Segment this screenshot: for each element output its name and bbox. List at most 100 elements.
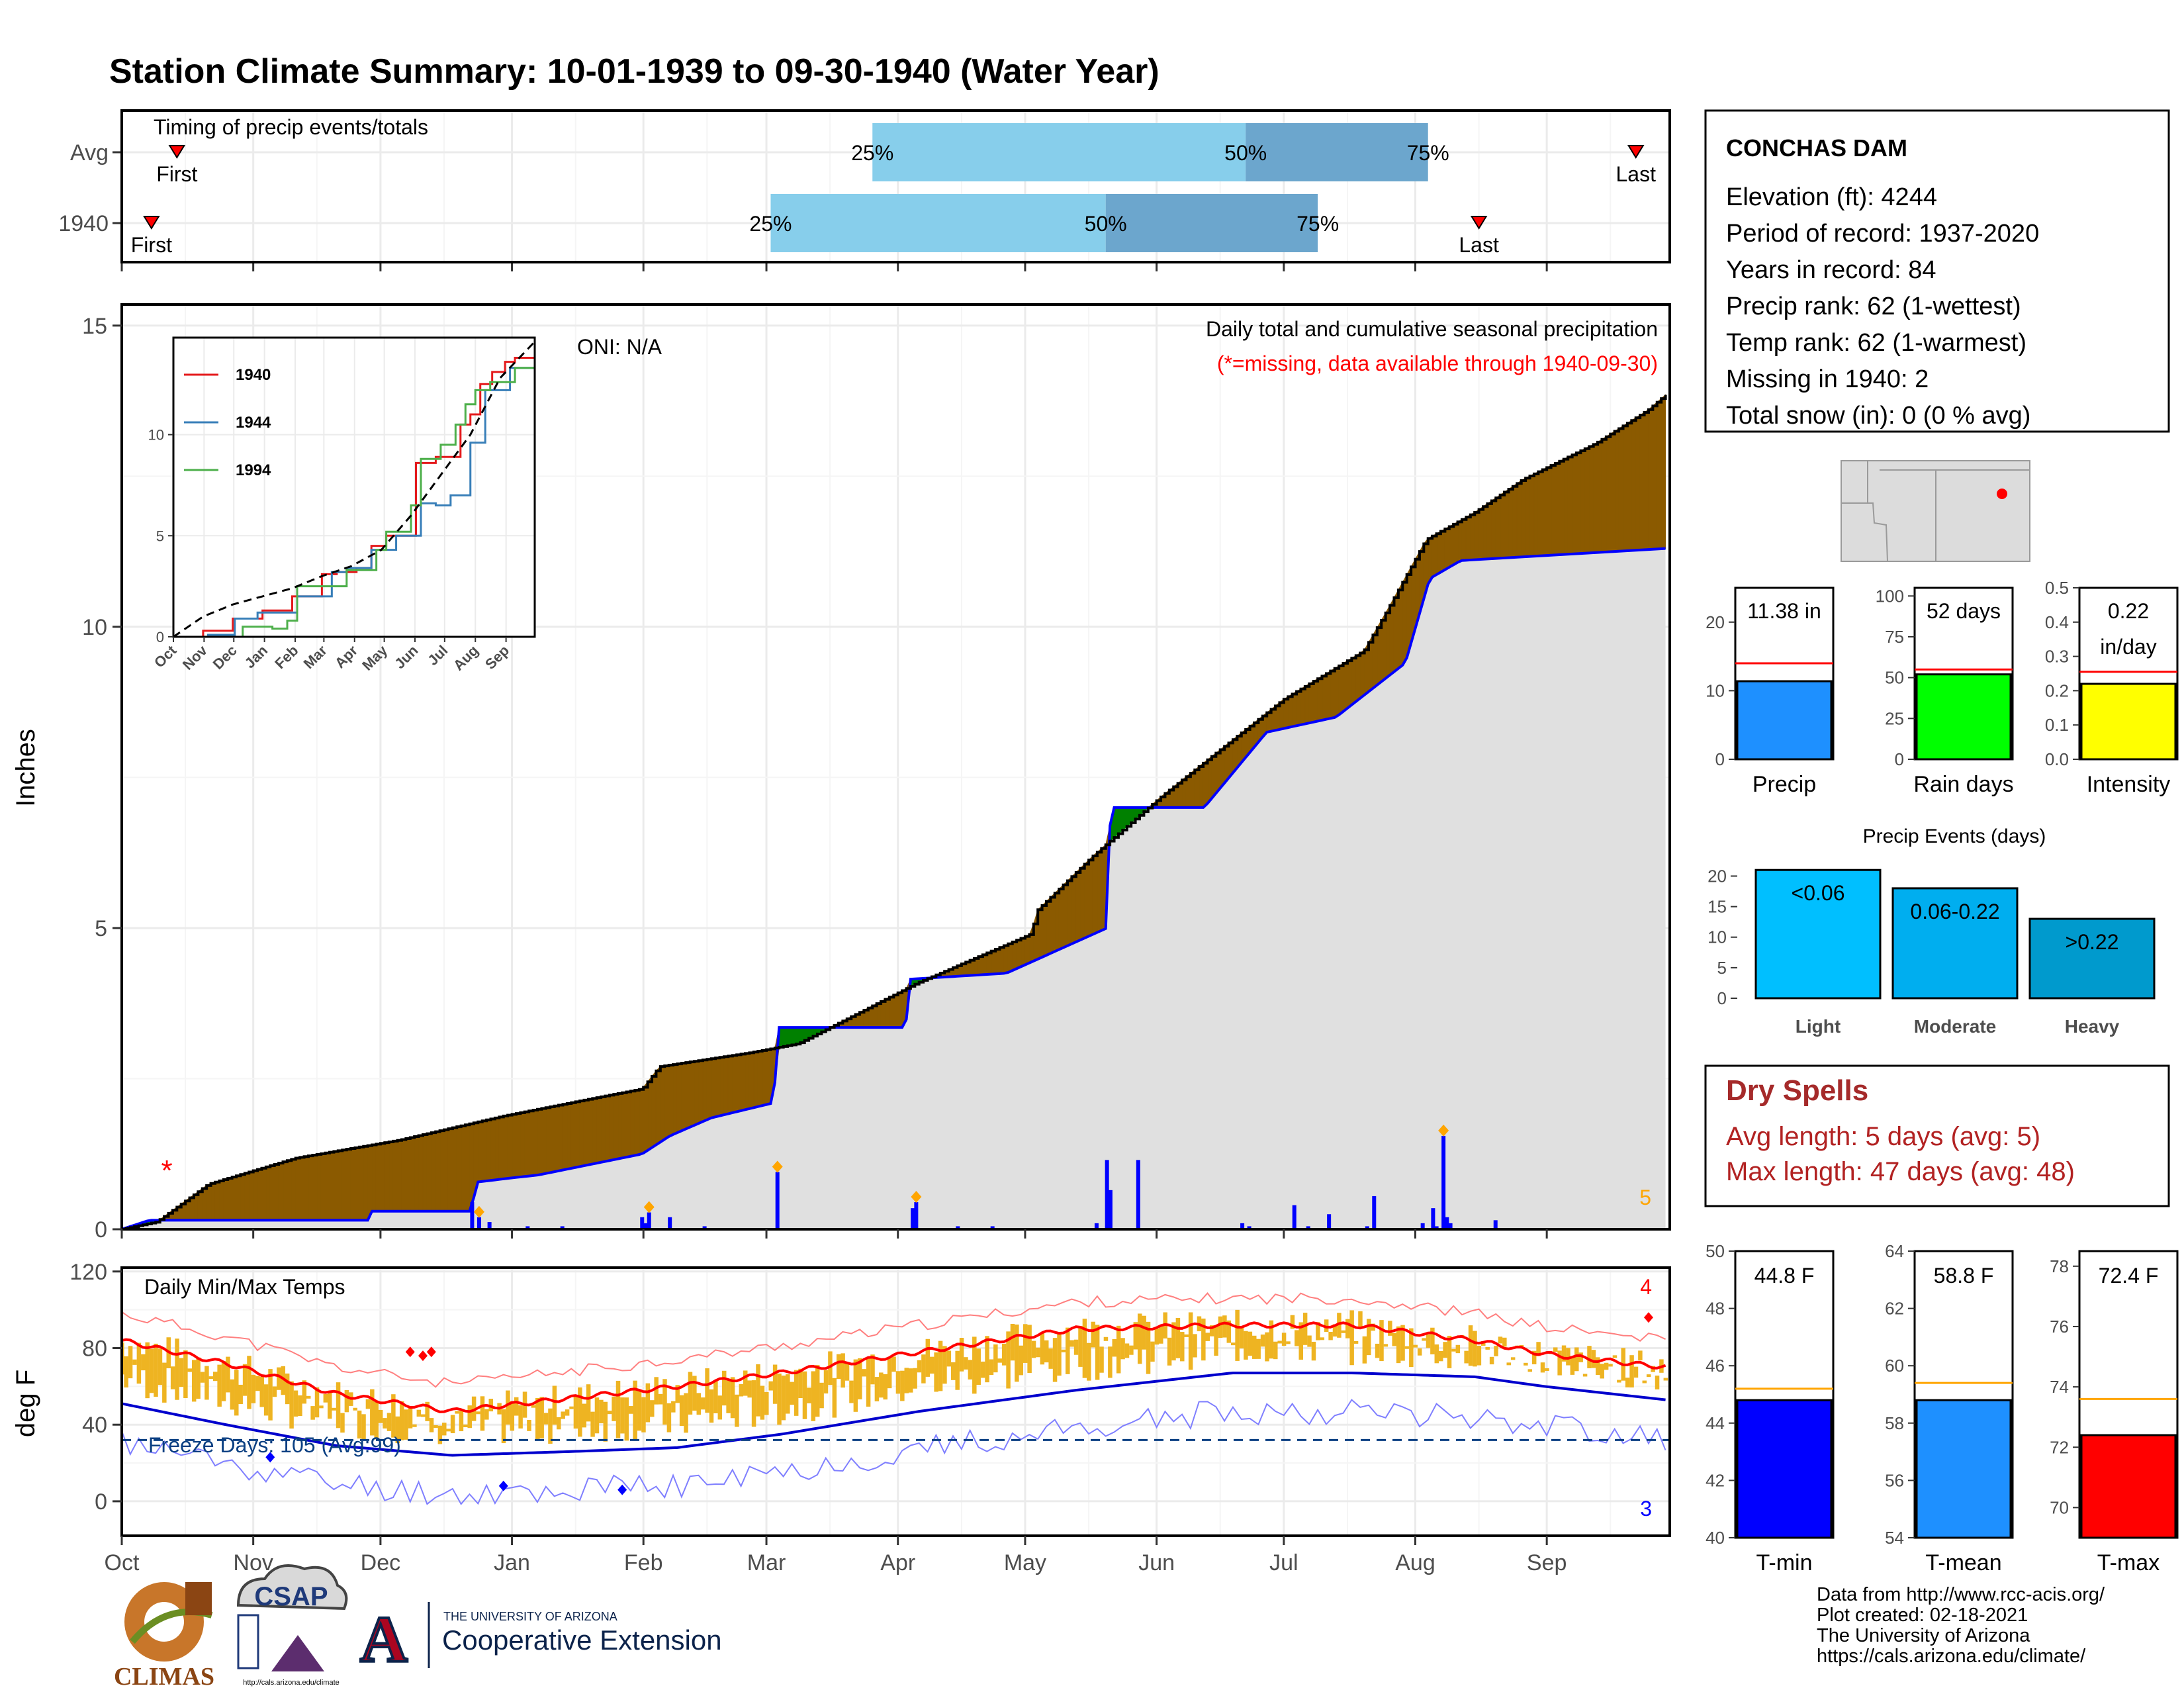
- precip-anomaly-segment: [1097, 847, 1102, 933]
- daily-temp-bar: [904, 1368, 909, 1393]
- precip-anomaly-segment: [214, 1180, 220, 1221]
- daily-temp-bar: [1612, 1355, 1617, 1358]
- station-info-line: Period of record: 1937-2020: [1726, 220, 2039, 248]
- station-info-line: Missing in 1940: 2: [1726, 365, 1929, 393]
- events-bar: [2028, 917, 2156, 1000]
- daily-temp-bar: [1489, 1356, 1494, 1365]
- precip-y-tick-label: 0: [95, 1217, 107, 1243]
- precip-anomaly-segment: [537, 1107, 542, 1176]
- daily-temp-bar: [1124, 1343, 1130, 1358]
- month-tick-label: Sep: [1527, 1550, 1567, 1575]
- precip-anomaly-segment: [1343, 660, 1348, 712]
- daily-temp-bar: [1112, 1338, 1117, 1357]
- precip-anomaly-segment: [1572, 452, 1577, 555]
- daily-temp-bar: [1320, 1337, 1325, 1340]
- precip-anomaly-segment: [227, 1176, 233, 1221]
- timing-last-label: Last: [1615, 162, 1656, 186]
- daily-temp-bar: [289, 1381, 294, 1429]
- daily-precip-bar: [1240, 1223, 1245, 1229]
- mini-bar-value: [1915, 673, 2012, 761]
- timing-row-label: Avg: [70, 140, 109, 165]
- precip-anomaly-segment: [541, 1107, 547, 1175]
- daily-temp-bar: [879, 1372, 884, 1398]
- daily-temp-bar: [1073, 1339, 1079, 1355]
- precip-anomaly-segment: [762, 1049, 767, 1106]
- precip-anomaly-segment: [575, 1100, 580, 1168]
- precip-anomaly-segment: [1661, 394, 1666, 549]
- temp-bar-tick-label: 48: [1706, 1299, 1725, 1319]
- precip-anomaly-segment: [1351, 655, 1357, 706]
- daily-temp-bar: [1422, 1338, 1426, 1341]
- footer-line: Data from http://www.rcc-acis.org/: [1817, 1584, 2105, 1605]
- daily-temp-bar: [1193, 1334, 1197, 1358]
- temp-title: Daily Min/Max Temps: [144, 1275, 345, 1299]
- daily-temp-bar: [955, 1350, 960, 1390]
- daily-temp-bar: [565, 1409, 570, 1416]
- daily-temp-bar: [1260, 1335, 1265, 1347]
- precip-anomaly-segment: [626, 1090, 631, 1158]
- daily-temp-bar: [637, 1391, 642, 1431]
- precip-anomaly-segment: [1648, 405, 1653, 550]
- record-low-marker: [265, 1452, 275, 1463]
- daily-temp-bar: [226, 1356, 230, 1393]
- daily-temp-bar: [1154, 1328, 1160, 1345]
- precip-anomaly-segment: [600, 1096, 606, 1163]
- ua-a-icon: A: [360, 1603, 408, 1676]
- precip-anomaly-segment: [1440, 528, 1445, 573]
- daily-temp-bar: [1277, 1340, 1282, 1344]
- dry-spells-title: Dry Spells: [1726, 1074, 1868, 1107]
- daily-temp-bar: [539, 1397, 544, 1438]
- precip-anomaly-segment: [605, 1094, 610, 1162]
- daily-precip-bar: [1306, 1226, 1310, 1229]
- daily-temp-bar: [1108, 1346, 1113, 1378]
- record-low-marker: [617, 1484, 627, 1495]
- temperature-bar-charts: 44.8 F 40 42 44 46 48 50 T-min 58.8 F 54 56 58 60 62 6…: [1706, 1241, 2179, 1575]
- precip-anomaly-segment: [291, 1157, 296, 1221]
- precip-anomaly-segment: [702, 1058, 707, 1123]
- daily-temp-bar: [1167, 1337, 1172, 1366]
- daily-temp-bar: [187, 1368, 193, 1372]
- precip-anomaly-segment: [1584, 445, 1590, 554]
- state-map: [1841, 460, 2030, 562]
- precip-anomaly-segment: [1631, 417, 1637, 551]
- daily-temp-bar: [743, 1370, 748, 1396]
- precip-anomaly-segment: [694, 1060, 700, 1126]
- daily-temp-bar: [1341, 1330, 1346, 1333]
- daily-temp-bar: [811, 1371, 816, 1421]
- daily-temp-bar: [365, 1399, 371, 1409]
- timing-row-label: 1940: [58, 211, 109, 236]
- daily-temp-bar: [1311, 1341, 1316, 1361]
- daily-precip-bar: [1431, 1208, 1435, 1229]
- daily-temp-bar: [344, 1389, 349, 1413]
- precip-anomaly-segment: [439, 1129, 445, 1212]
- daily-temp-bar: [1091, 1321, 1095, 1348]
- daily-temp-bar: [1214, 1325, 1218, 1356]
- precip-anomaly-segment: [698, 1059, 704, 1124]
- events-bar-value: <0.06: [1792, 881, 1845, 905]
- precip-anomaly-segment: [1593, 442, 1598, 553]
- daily-temp-bar: [1578, 1352, 1583, 1362]
- record-high-marker: [426, 1346, 436, 1358]
- precip-anomaly-segment: [443, 1128, 449, 1212]
- precip-anomaly-segment: [1084, 859, 1089, 939]
- freeze-days-label: Freeze Days: 105 (Avg:99): [148, 1433, 401, 1457]
- daily-precip-bar: [990, 1226, 995, 1229]
- daily-temp-bar: [1010, 1324, 1015, 1361]
- temp-y-tick-label: 120: [69, 1260, 107, 1285]
- precip-anomaly-segment: [562, 1103, 568, 1171]
- mini-bar-tick-label: 0.0: [2045, 749, 2069, 769]
- precip-anomaly-segment: [397, 1139, 402, 1212]
- events-tick-label: 0: [1717, 988, 1727, 1008]
- daily-temp-bar: [484, 1409, 489, 1420]
- mini-bar-value-label: 11.38 in: [1747, 599, 1821, 623]
- precip-anomaly-segment: [316, 1153, 322, 1221]
- daily-temp-bar: [726, 1380, 731, 1413]
- daily-temp-bar: [557, 1417, 561, 1430]
- precip-anomaly-segment: [375, 1143, 381, 1212]
- precip-anomaly-segment: [1516, 480, 1522, 558]
- temp-bar-value: [2080, 1434, 2177, 1539]
- precip-anomaly-segment: [1559, 458, 1565, 555]
- daily-precip-bar: [487, 1222, 492, 1229]
- daily-temp-bar: [1069, 1340, 1074, 1347]
- daily-temp-bar: [913, 1368, 917, 1389]
